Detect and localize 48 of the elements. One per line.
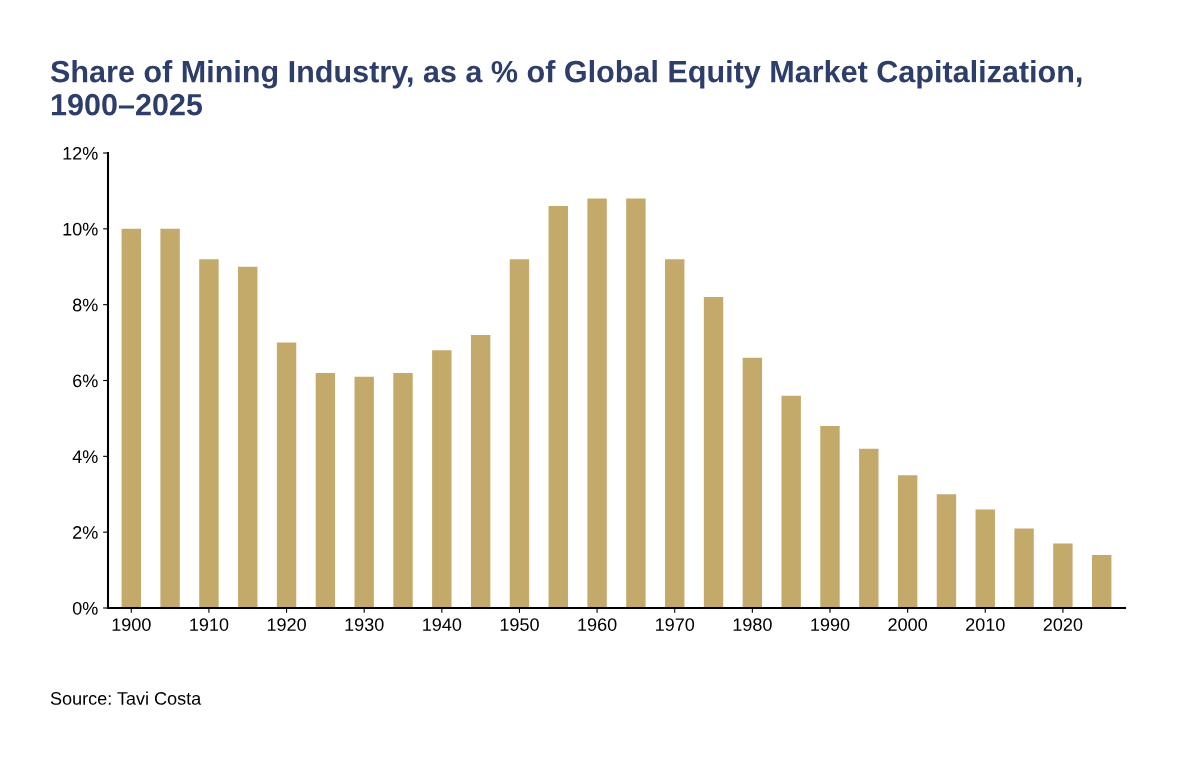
bar	[936, 494, 957, 608]
x-tick-label: 1920	[267, 618, 306, 631]
y-tick-label: 4%	[72, 450, 98, 463]
bar	[1092, 554, 1112, 608]
bar	[859, 448, 879, 608]
y-tick-label: 10%	[63, 222, 98, 236]
x-tick-label: 1960	[578, 618, 617, 631]
bar	[665, 259, 685, 608]
bar	[276, 342, 297, 608]
x-tick-label: 1940	[423, 618, 462, 631]
bar	[820, 426, 840, 608]
bar	[1014, 528, 1034, 608]
bar	[121, 228, 141, 608]
y-tick-label: 8%	[72, 298, 98, 312]
bar	[160, 228, 180, 608]
x-tick-label: 1980	[733, 618, 772, 631]
source-note: Source: Tavi Costa	[50, 691, 202, 705]
x-tick-label: 1990	[811, 618, 850, 631]
x-tick-label: 2010	[966, 618, 1005, 631]
bar	[742, 357, 763, 608]
bar	[703, 297, 724, 608]
x-tick-label: 1900	[112, 618, 151, 631]
bar	[626, 198, 646, 608]
x-tick-label: 2020	[1043, 618, 1083, 631]
bar	[1053, 543, 1073, 608]
y-tick-label: 0%	[72, 601, 98, 615]
bar	[199, 259, 219, 608]
x-tick-label: 1950	[500, 618, 539, 631]
bar	[354, 376, 374, 608]
x-tick-label: 1970	[656, 618, 695, 631]
x-tick-label: 1930	[345, 618, 384, 631]
y-tick-label: 6%	[73, 374, 98, 388]
bar	[975, 509, 995, 608]
bar	[587, 198, 607, 608]
bar	[781, 395, 801, 608]
bar	[315, 372, 336, 608]
x-tick-label: 2000	[888, 618, 928, 631]
bar	[393, 372, 413, 608]
bar	[238, 266, 258, 608]
x-tick-label: 1910	[190, 618, 229, 631]
bar	[432, 350, 452, 608]
y-tick-label: 12%	[63, 146, 98, 160]
y-tick-label: 2%	[73, 526, 98, 539]
bar	[897, 475, 918, 608]
bar	[509, 259, 530, 608]
bar	[470, 335, 491, 608]
chart-title: Share of Mining Industry, as a % of Global Equity Market Capitalization, 1900–2025	[50, 60, 1082, 116]
bar	[548, 206, 568, 608]
